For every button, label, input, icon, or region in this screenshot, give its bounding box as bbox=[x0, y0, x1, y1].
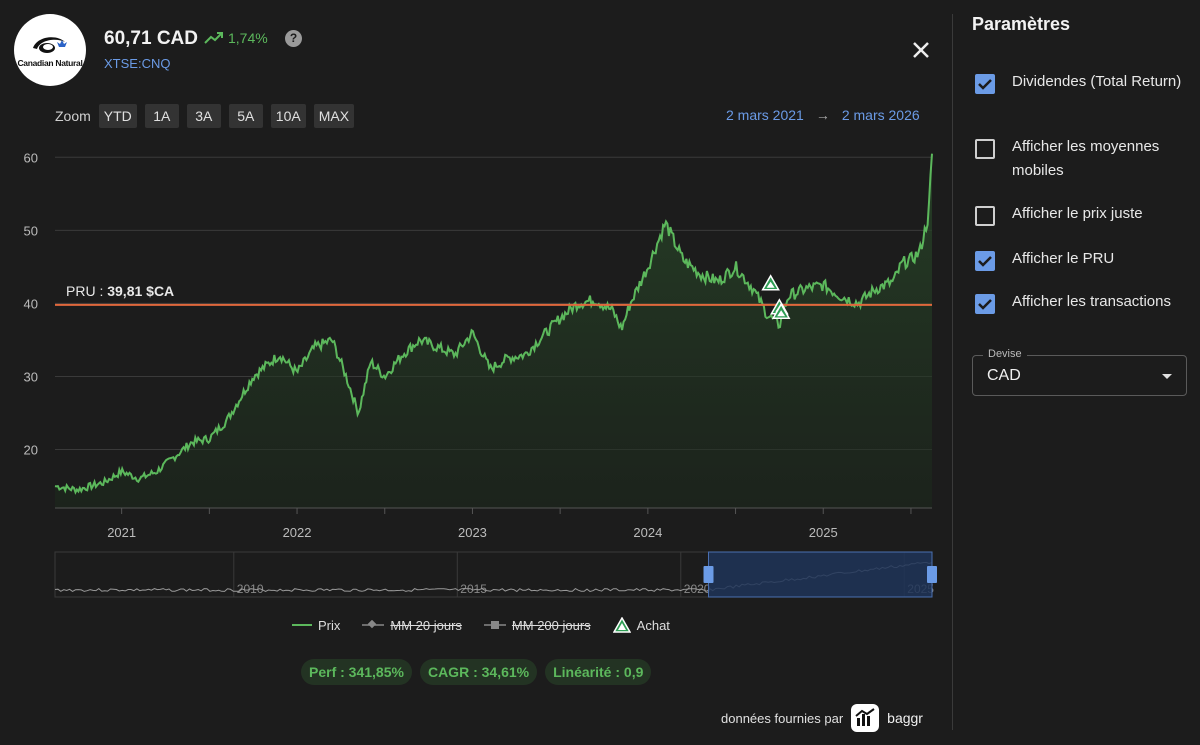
legend-prix[interactable]: Prix bbox=[292, 618, 340, 633]
x-tick-label: 2025 bbox=[809, 525, 838, 540]
price-change: 1,74% bbox=[204, 30, 268, 46]
x-tick-label: 2023 bbox=[458, 525, 487, 540]
pru-label: PRU : 39,81 $CA bbox=[66, 283, 174, 299]
logo-brand-text: Canadian Natural bbox=[17, 58, 83, 68]
zoom-label: Zoom bbox=[55, 108, 91, 124]
price-change-value: 1,74% bbox=[228, 30, 268, 46]
square-line-icon bbox=[483, 621, 506, 629]
achat-marker-inner bbox=[766, 281, 775, 288]
y-tick-label: 60 bbox=[24, 150, 38, 165]
line-icon bbox=[292, 624, 312, 626]
current-price: 60,71 CAD bbox=[104, 28, 198, 49]
devise-value: CAD bbox=[987, 367, 1021, 384]
y-tick-label: 30 bbox=[24, 369, 38, 384]
arrow-right-icon: → bbox=[815, 107, 830, 123]
trending-up-icon bbox=[204, 32, 223, 44]
navigator-tick-label: 2015 bbox=[460, 582, 487, 596]
navigator[interactable]: 2010201520202025 bbox=[54, 551, 937, 598]
checkbox-unchecked-icon[interactable] bbox=[975, 206, 995, 226]
data-credit: données fournies par baggr bbox=[721, 704, 923, 732]
diamond-line-icon bbox=[362, 620, 385, 629]
ticker-symbol: XTSE:CNQ bbox=[104, 56, 171, 71]
zoom-3a-button[interactable]: 3A bbox=[186, 104, 221, 128]
legend-prix-label: Prix bbox=[318, 617, 341, 633]
caret-down-icon bbox=[1162, 374, 1172, 379]
achat-markers bbox=[761, 274, 791, 319]
legend-achat-label: Achat bbox=[636, 617, 670, 633]
perf-badge: Perf : 341,85% bbox=[301, 659, 412, 685]
x-axis-ticks: 2021 2022 2023 2024 2025 bbox=[107, 508, 912, 540]
navigator-right-handle[interactable] bbox=[927, 566, 937, 583]
date-range: 2 mars 2021 → 2 mars 2026 bbox=[726, 107, 920, 123]
zoom-ytd-button[interactable]: YTD bbox=[98, 104, 137, 128]
triangle-icon bbox=[612, 617, 631, 633]
x-tick-label: 2024 bbox=[633, 525, 662, 540]
company-logo: Canadian Natural bbox=[14, 14, 86, 86]
zoom-max-button[interactable]: MAX bbox=[313, 104, 355, 128]
option-transactions[interactable]: Afficher les transactions bbox=[975, 292, 1195, 314]
zoom-5a-button[interactable]: 5A bbox=[228, 104, 263, 128]
option-prix-juste[interactable]: Afficher le prix juste bbox=[975, 204, 1195, 226]
date-range-from[interactable]: 2 mars 2021 bbox=[726, 107, 804, 123]
linearite-badge: Linéarité : 0,9 bbox=[545, 659, 652, 685]
checkbox-checked-icon[interactable] bbox=[975, 294, 995, 314]
legend-mm20-label: MM 20 jours bbox=[390, 617, 462, 633]
close-icon[interactable] bbox=[909, 38, 933, 62]
option-dividendes[interactable]: Dividendes (Total Return) bbox=[975, 72, 1195, 94]
checkbox-unchecked-icon[interactable] bbox=[975, 139, 995, 159]
cagr-badge: CAGR : 34,61% bbox=[419, 659, 538, 685]
help-icon[interactable]: ? bbox=[285, 30, 302, 47]
legend-mm200-label: MM 200 jours bbox=[511, 617, 591, 633]
chart-legend: Prix MM 20 jours MM 200 jours Achat bbox=[292, 617, 670, 633]
option-moyennes-mobiles[interactable]: Afficher les moyennes mobiles bbox=[975, 137, 1195, 183]
settings-panel: Paramètres Dividendes (Total Return) Aff… bbox=[953, 0, 1200, 745]
stats-row: Perf : 341,85% CAGR : 34,61% Linéarité :… bbox=[301, 659, 652, 685]
y-tick-label: 50 bbox=[24, 223, 38, 238]
devise-select[interactable]: Devise CAD bbox=[972, 348, 1187, 396]
legend-achat[interactable]: Achat bbox=[612, 617, 670, 633]
price-area bbox=[55, 153, 932, 508]
navigator-left-handle[interactable] bbox=[703, 566, 714, 583]
baggr-brand[interactable]: baggr bbox=[887, 710, 923, 726]
checkbox-checked-icon[interactable] bbox=[975, 74, 995, 94]
chart-panel: Canadian Natural 60,71 CAD 1,74% ? XTSE:… bbox=[0, 14, 952, 732]
x-tick-label: 2021 bbox=[107, 525, 136, 540]
navigator-selection[interactable] bbox=[708, 551, 933, 598]
y-tick-label: 20 bbox=[24, 443, 38, 458]
credit-text: données fournies par bbox=[721, 710, 844, 726]
zoom-1a-button[interactable]: 1A bbox=[144, 104, 179, 128]
zoom-10a-button[interactable]: 10A bbox=[270, 104, 306, 128]
legend-mm20[interactable]: MM 20 jours bbox=[362, 618, 462, 633]
devise-label: Devise bbox=[983, 348, 1027, 360]
x-tick-label: 2022 bbox=[283, 525, 312, 540]
option-dividendes-label: Dividendes (Total Return) bbox=[1012, 73, 1182, 90]
y-tick-label: 40 bbox=[24, 296, 38, 311]
option-moyennes-mobiles-label: Afficher les moyennes mobiles bbox=[1012, 138, 1160, 179]
panel-divider bbox=[952, 14, 953, 730]
logo-mark-icon bbox=[33, 37, 67, 53]
date-range-to[interactable]: 2 mars 2026 bbox=[841, 107, 920, 123]
legend-mm200[interactable]: MM 200 jours bbox=[483, 617, 591, 633]
zoom-bar: Zoom YTD 1A 3A 5A 10A MAX bbox=[55, 104, 355, 128]
option-pru[interactable]: Afficher le PRU bbox=[975, 249, 1195, 271]
checkbox-checked-icon[interactable] bbox=[975, 251, 995, 271]
option-prix-juste-label: Afficher le prix juste bbox=[1012, 205, 1143, 222]
baggr-logo-icon[interactable] bbox=[851, 704, 880, 732]
achat-marker-inner bbox=[777, 310, 786, 317]
settings-title: Paramètres bbox=[972, 14, 1071, 34]
option-pru-label: Afficher le PRU bbox=[1012, 250, 1115, 267]
option-transactions-label: Afficher les transactions bbox=[1012, 293, 1171, 310]
y-axis-ticks: 20 30 40 50 60 bbox=[24, 150, 38, 457]
